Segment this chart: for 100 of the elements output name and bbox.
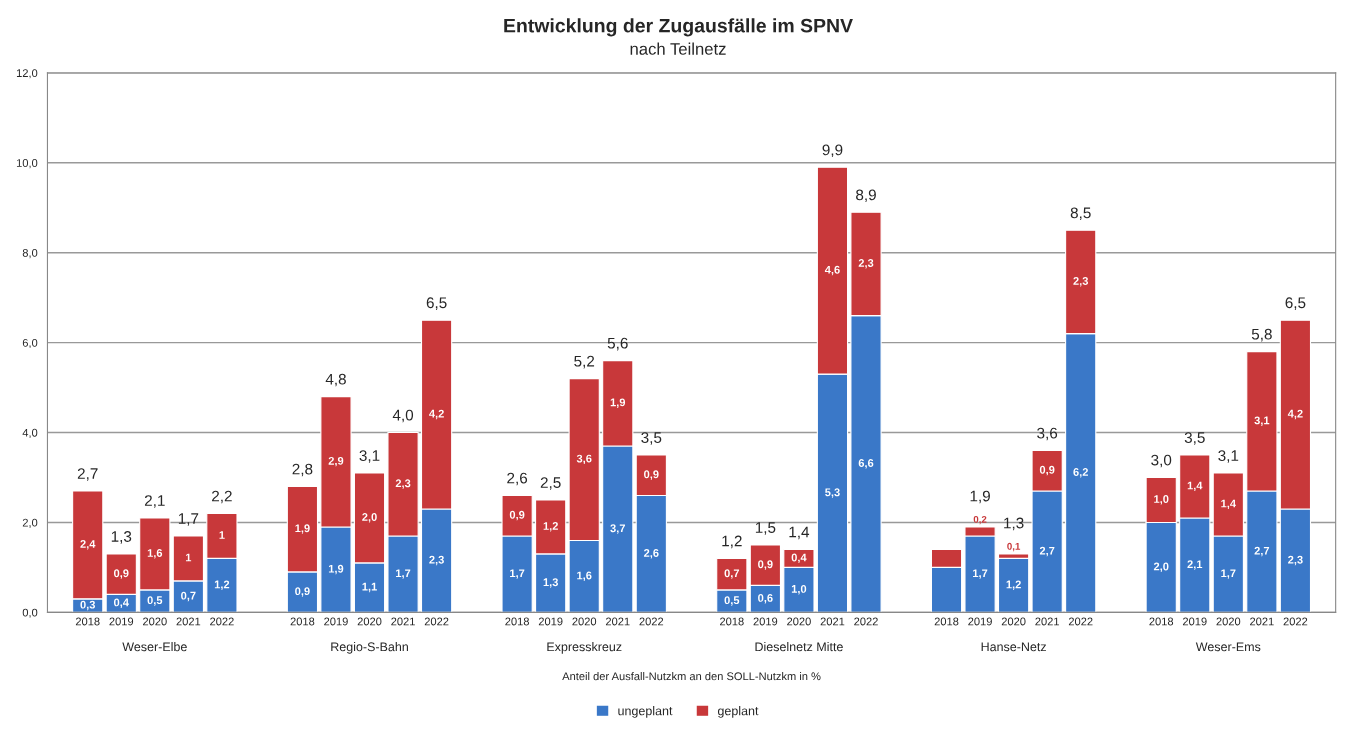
total-label: 1,5 (755, 522, 776, 535)
total-label: 6,5 (426, 297, 447, 310)
y-tick-label: 12,0 (16, 69, 38, 79)
data-label: 1 (185, 553, 192, 562)
data-label: 1,4 (1221, 499, 1236, 510)
total-label: 1,4 (789, 526, 810, 540)
data-label: 6,2 (1073, 468, 1088, 478)
data-label: 1,0 (791, 585, 807, 595)
data-label: 2,3 (1288, 555, 1303, 566)
data-label: 2,1 (1187, 560, 1203, 570)
data-label: 2,7 (1039, 546, 1055, 557)
data-label: 0,5 (147, 596, 163, 606)
x-tick-label: 2018 (934, 617, 959, 626)
x-tick-label: 2022 (210, 617, 234, 626)
data-label: 0,9 (758, 560, 773, 570)
x-tick-label: 2022 (639, 617, 664, 626)
x-tick-label: 2020 (572, 617, 597, 626)
text: Weser-Elbe (122, 642, 187, 652)
data-label: 1,7 (1221, 569, 1236, 579)
data-label: 1,0 (1154, 495, 1169, 505)
x-tick-label: 2018 (505, 617, 529, 626)
x-tick-label: 2020 (1001, 617, 1026, 626)
x-tick-label: 2018 (1149, 617, 1174, 626)
data-label: 0,9 (113, 569, 129, 579)
data-label: 2,3 (858, 259, 874, 269)
x-tick-label: 2019 (968, 617, 992, 626)
data-label: 2,3 (1073, 277, 1089, 287)
data-label: 0,9 (644, 470, 659, 480)
data-label: 1,3 (543, 578, 558, 588)
total-label: 1,9 (970, 490, 990, 504)
y-tick-label: 6,0 (22, 338, 38, 349)
data-label: 4,2 (429, 409, 444, 420)
total-label: 3,1 (359, 450, 380, 463)
data-label: 4,2 (1287, 409, 1303, 420)
data-label: 0,7 (724, 569, 740, 579)
data-label: 6,6 (858, 459, 874, 469)
text: Weser-Ems (1195, 642, 1261, 652)
total-label: 1,3 (1004, 517, 1024, 531)
data-label: 1,6 (147, 549, 163, 559)
data-label: 0,3 (80, 600, 96, 611)
total-label: 2,7 (77, 468, 98, 481)
x-tick-label: 2021 (391, 617, 415, 626)
data-label: 1,9 (295, 524, 310, 534)
total-label: 4,8 (325, 373, 346, 387)
x-tick-label: 2021 (176, 617, 201, 626)
x-tick-label: 2021 (605, 617, 630, 626)
x-tick-label: 2020 (143, 617, 167, 626)
x-tick-label: 2018 (75, 617, 100, 626)
total-label: 2,2 (212, 490, 232, 504)
text: Hanse-Netz (981, 642, 1046, 652)
y-tick-label: 2,0 (22, 518, 38, 528)
y-tick-label: 8,0 (22, 248, 38, 259)
data-label: 5,3 (825, 488, 840, 498)
data-label: 0,5 (724, 596, 740, 606)
data-label: 4,6 (824, 265, 840, 276)
data-label: 2,3 (429, 555, 444, 566)
total-label: 5,6 (607, 337, 628, 351)
total-label: 8,5 (1070, 207, 1091, 221)
x-tick-label: 2022 (1068, 617, 1093, 626)
x-tick-label: 2020 (1216, 617, 1241, 626)
data-label: 0,7 (181, 591, 196, 602)
data-label: 1,2 (214, 580, 230, 590)
data-label: 1,9 (328, 564, 344, 575)
data-label: 0,2 (973, 515, 987, 525)
x-tick-label: 2021 (1250, 617, 1274, 626)
x-tick-label: 2019 (109, 617, 134, 626)
total-label: 3,5 (1184, 432, 1205, 445)
data-label: 1,1 (362, 582, 377, 593)
total-label: 3,6 (1037, 427, 1058, 441)
data-label: 1,7 (396, 569, 411, 579)
total-label: 6,5 (1285, 297, 1306, 310)
data-label: 1 (219, 531, 225, 539)
y-tick-label: 10,0 (16, 159, 38, 169)
legend-label: geplant (717, 706, 759, 718)
total-label: 2,5 (540, 477, 561, 490)
data-label: 1,2 (1006, 580, 1021, 590)
data-label: 1,9 (610, 398, 626, 408)
data-label: 0,9 (1039, 465, 1055, 476)
data-label: 2,7 (1254, 546, 1270, 557)
x-tick-label: 2020 (787, 617, 811, 626)
data-label: 3,1 (1254, 416, 1270, 426)
x-tick-label: 2022 (424, 617, 449, 626)
total-label: 4,0 (392, 409, 414, 423)
data-label: 2,0 (362, 513, 377, 523)
total-label: 1,2 (722, 535, 742, 549)
total-label: 8,9 (856, 189, 876, 203)
data-label: 2,6 (643, 549, 659, 559)
x-tick-label: 2022 (1283, 617, 1308, 626)
data-label: 1,2 (543, 522, 558, 532)
data-label: 1,6 (577, 571, 592, 581)
y-tick-label: 4,0 (22, 428, 38, 438)
x-tick-label: 2020 (357, 617, 382, 626)
data-label: 0,9 (295, 587, 310, 597)
total-label: 3,1 (1218, 450, 1239, 463)
total-label: 1,3 (111, 531, 132, 544)
total-label: 3,5 (641, 432, 662, 445)
data-label: 1,7 (973, 569, 988, 579)
data-label: 2,4 (80, 540, 96, 550)
data-label: 1,7 (510, 569, 525, 579)
total-label: 5,2 (574, 355, 595, 369)
